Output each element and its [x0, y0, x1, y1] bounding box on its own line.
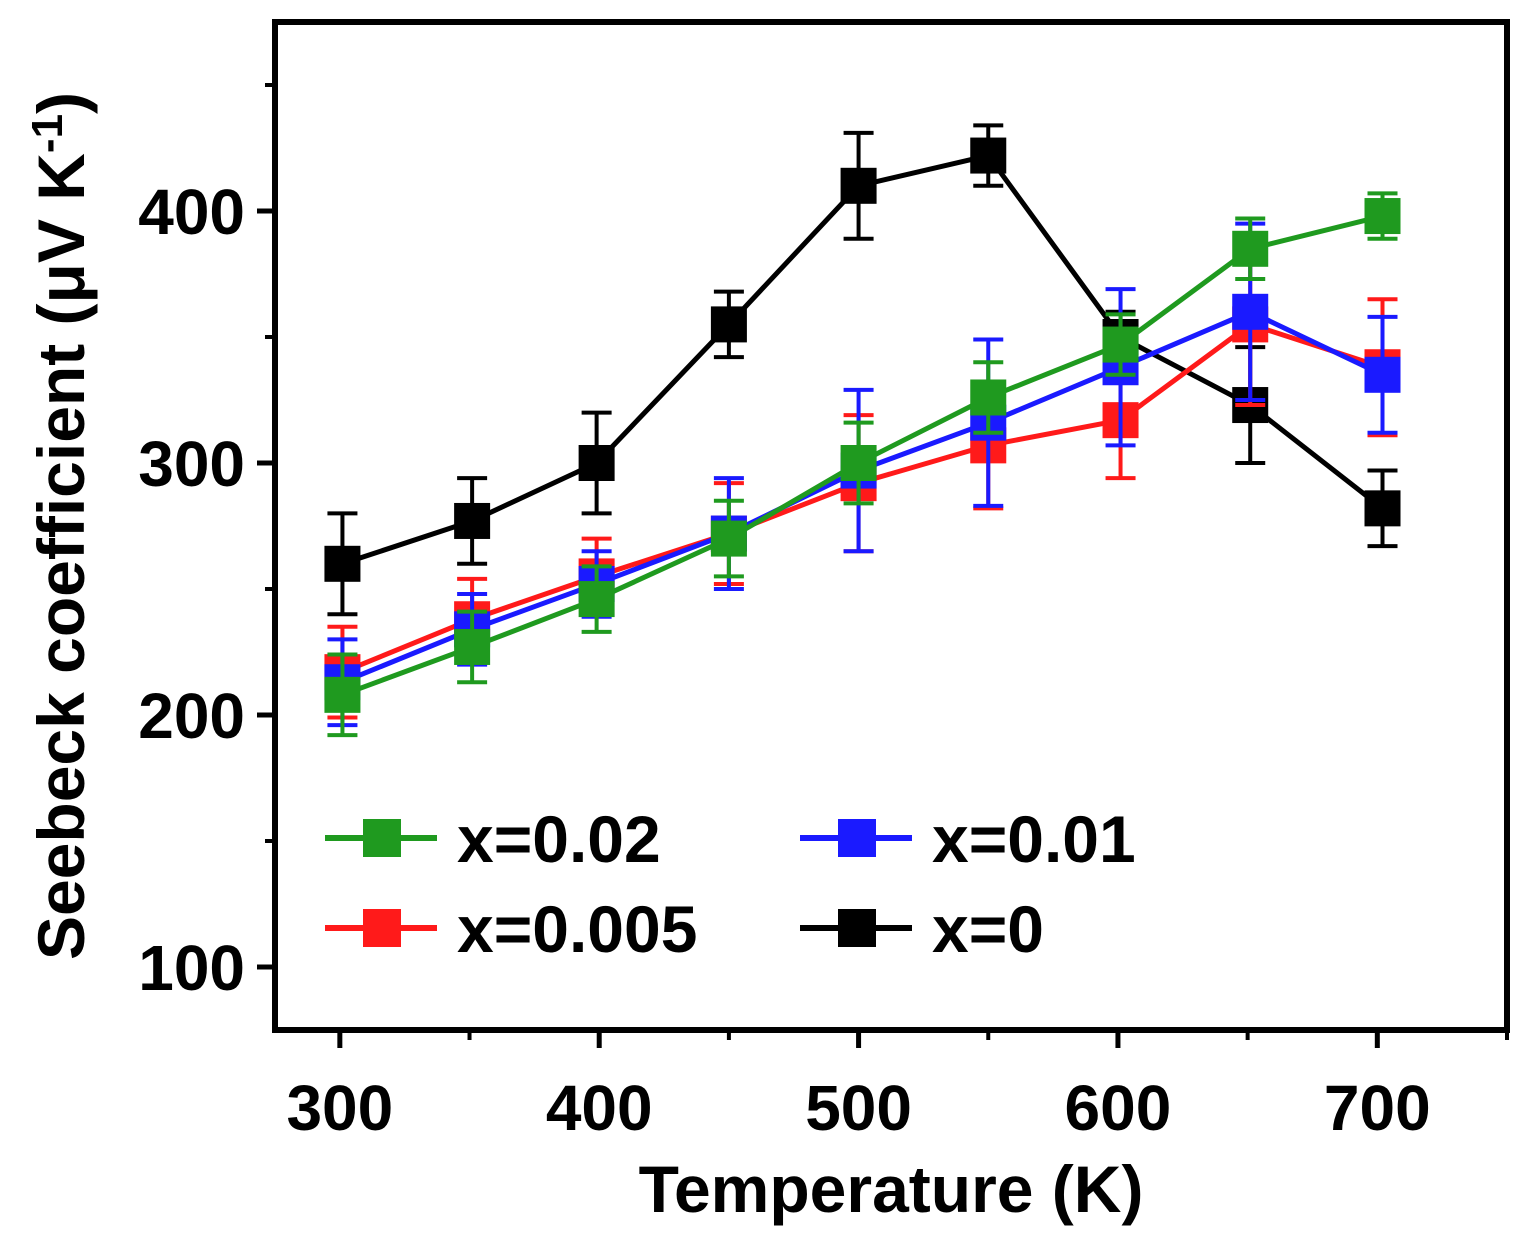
data-point	[1232, 230, 1269, 267]
x-axis-title: Temperature (K)	[639, 1152, 1144, 1226]
data-point	[1364, 198, 1401, 235]
data-point	[970, 137, 1007, 174]
data-point	[1364, 356, 1401, 393]
data-point	[710, 306, 747, 343]
y-axis-title: Seebeck coefficient (μV K-1)	[23, 92, 98, 960]
data-point	[324, 676, 361, 713]
legend-label: x=0.005	[457, 892, 697, 966]
series-x=0	[324, 123, 1401, 617]
data-point	[454, 628, 491, 665]
data-point	[1232, 293, 1269, 330]
axis-ticks: 300 400 500 600 700 100 200 300 400	[138, 83, 1509, 1144]
legend-marker	[363, 909, 401, 947]
data-point	[970, 379, 1007, 416]
legend-marker	[838, 819, 876, 857]
data-point	[578, 445, 615, 481]
data-point	[840, 445, 877, 481]
data-point	[1102, 326, 1139, 363]
x-tick-label: 700	[1324, 1072, 1431, 1144]
y-tick-label: 400	[138, 176, 245, 248]
y-tick-label: 200	[138, 680, 245, 752]
x-tick-label: 600	[1065, 1072, 1172, 1144]
y-axis-title-main: Seebeck coefficient (μV K	[24, 153, 98, 960]
y-tick-label: 300	[138, 428, 245, 500]
plot-frame	[272, 19, 1510, 1033]
legend-item: x=0.02	[325, 802, 661, 876]
legend-label: x=0	[932, 892, 1044, 966]
legend-marker	[838, 909, 876, 947]
data-point	[578, 581, 615, 618]
x-tick-label: 500	[805, 1072, 912, 1144]
y-tick-label: 100	[138, 932, 245, 1004]
data-point	[324, 545, 361, 582]
x-tick-label: 400	[546, 1072, 653, 1144]
x-tick-label: 300	[286, 1072, 393, 1144]
y-axis-title-superscript: -1	[23, 114, 72, 153]
legend-item: x=0.005	[325, 892, 697, 966]
series-x=0.02	[324, 191, 1401, 738]
series-layer	[324, 123, 1401, 738]
data-point	[454, 502, 491, 539]
legend-item: x=0	[800, 892, 1044, 966]
data-point	[840, 167, 877, 204]
legend-label: x=0.01	[932, 802, 1136, 876]
legend: x=0.02 x=0.01 x=0.005 x=0	[325, 802, 1136, 966]
legend-marker	[363, 819, 401, 857]
data-point	[1364, 490, 1401, 527]
legend-item: x=0.01	[800, 802, 1136, 876]
y-axis-title-close: )	[24, 92, 98, 114]
data-point	[710, 520, 747, 557]
legend-label: x=0.02	[457, 802, 661, 876]
